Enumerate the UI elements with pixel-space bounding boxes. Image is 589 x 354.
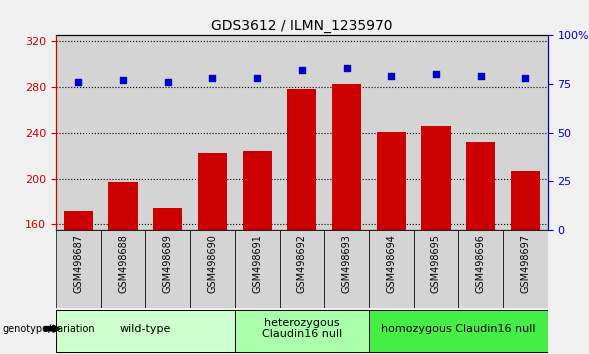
Point (386, 73, 396, 79)
Bar (190, 35, 235, 230)
Bar (198, 153, 227, 230)
Bar (243, 151, 272, 230)
FancyBboxPatch shape (235, 310, 369, 352)
Text: GSM498692: GSM498692 (297, 234, 307, 293)
Point (342, 65, 351, 71)
Point (253, 75, 262, 81)
Point (431, 72, 441, 77)
FancyBboxPatch shape (280, 230, 324, 308)
Point (74, 79, 83, 85)
Point (521, 75, 530, 81)
FancyBboxPatch shape (324, 230, 369, 308)
FancyBboxPatch shape (56, 310, 235, 352)
Text: GSM498697: GSM498697 (521, 234, 531, 293)
Bar (108, 182, 138, 230)
FancyBboxPatch shape (503, 230, 548, 308)
Title: GDS3612 / ILMN_1235970: GDS3612 / ILMN_1235970 (211, 19, 393, 33)
Text: homozygous Claudin16 null: homozygous Claudin16 null (381, 324, 535, 334)
Text: wild-type: wild-type (120, 324, 171, 334)
Bar (64, 211, 93, 230)
Bar (287, 89, 316, 230)
Bar (56, 35, 101, 230)
Bar (324, 35, 369, 230)
Point (118, 77, 128, 83)
Bar (332, 84, 361, 230)
Text: GSM498691: GSM498691 (252, 234, 262, 293)
Text: GSM498688: GSM498688 (118, 234, 128, 293)
Bar (466, 142, 495, 230)
Bar (422, 126, 451, 230)
Text: GSM498695: GSM498695 (431, 234, 441, 293)
FancyBboxPatch shape (369, 230, 413, 308)
Bar (377, 132, 406, 230)
Bar (235, 35, 280, 230)
FancyBboxPatch shape (413, 230, 458, 308)
FancyBboxPatch shape (56, 230, 101, 308)
FancyBboxPatch shape (369, 310, 548, 352)
Bar (458, 35, 503, 230)
Text: GSM498696: GSM498696 (476, 234, 486, 293)
Text: genotype/variation: genotype/variation (3, 324, 95, 334)
Point (476, 73, 485, 79)
Bar (153, 209, 182, 230)
Bar (369, 35, 413, 230)
Point (208, 75, 217, 81)
Text: heterozygous
Claudin16 null: heterozygous Claudin16 null (262, 318, 342, 339)
Text: GSM498694: GSM498694 (386, 234, 396, 293)
Bar (280, 35, 324, 230)
Bar (413, 35, 458, 230)
Bar (503, 35, 548, 230)
Text: GSM498687: GSM498687 (73, 234, 83, 293)
FancyBboxPatch shape (101, 230, 145, 308)
Point (297, 68, 307, 73)
Bar (511, 171, 540, 230)
Text: GSM498689: GSM498689 (163, 234, 173, 293)
Bar (101, 35, 145, 230)
FancyBboxPatch shape (145, 230, 190, 308)
Text: GSM498690: GSM498690 (207, 234, 217, 293)
FancyBboxPatch shape (458, 230, 503, 308)
Bar (145, 35, 190, 230)
Point (163, 79, 173, 85)
FancyBboxPatch shape (190, 230, 235, 308)
FancyBboxPatch shape (235, 230, 280, 308)
Text: GSM498693: GSM498693 (342, 234, 352, 293)
